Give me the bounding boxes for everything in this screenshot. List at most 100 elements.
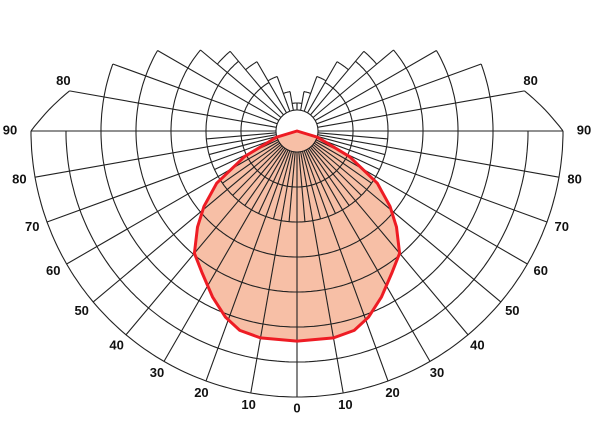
grid-spoke-minor: [222, 142, 281, 184]
grid-ring-upper: [339, 94, 346, 104]
grid-ring-upper: [178, 67, 189, 89]
grid-ring-upper: [243, 102, 249, 112]
grid-spoke-upper: [200, 49, 282, 118]
grid-ring-upper: [366, 72, 377, 86]
grid-spoke-upper: [112, 63, 278, 125]
angle-label-left: 30: [150, 365, 164, 380]
grid-ring-upper: [420, 109, 424, 131]
upper-sector-outline: [216, 50, 231, 65]
grid-spoke-upper: [307, 61, 338, 114]
upper-sector-outline: [267, 75, 278, 82]
grid-spoke-minor: [308, 147, 350, 206]
grid-spoke-minor: [317, 132, 388, 140]
grid-ring-upper: [253, 87, 262, 96]
angle-label-left: 70: [25, 219, 39, 234]
angle-label-right: 50: [505, 303, 519, 318]
grid-ring-upper: [375, 85, 384, 101]
grid-spoke-upper: [289, 91, 294, 111]
grid-spoke-minor: [272, 151, 293, 220]
grid-spoke: [34, 134, 277, 178]
grid-ring-upper: [381, 99, 388, 116]
angle-label-right: 40: [470, 337, 484, 352]
grid-spoke-upper: [303, 76, 318, 112]
grid-spoke-upper: [310, 50, 365, 116]
grid-ring-upper: [414, 87, 422, 110]
grid-ring-upper: [455, 102, 459, 131]
grid-spoke: [312, 144, 502, 303]
angle-label-right: 70: [555, 219, 569, 234]
grid-ring-upper: [316, 123, 319, 128]
grid-ring-upper: [304, 110, 308, 114]
grid-spoke-minor: [305, 149, 336, 214]
grid-spoke-minor: [317, 135, 386, 156]
grid-ring-upper: [405, 67, 416, 89]
grid-spoke-minor: [258, 149, 289, 214]
grid-ring-upper: [135, 102, 139, 131]
angle-label-left: 50: [74, 303, 88, 318]
grid-spoke: [310, 146, 469, 336]
upper-angle-label-left: 80: [56, 73, 70, 88]
grid-ring-upper: [226, 60, 239, 73]
grid-spoke: [125, 146, 284, 336]
angle-labels: 0 10 20 30 40 50 60 70 80 90 10 20 30 40 50 60 70 80 90 80 8…: [3, 73, 591, 415]
grid-ring-upper: [241, 111, 245, 122]
upper-sector-outline: [524, 90, 564, 132]
upper-sector-outline: [187, 49, 201, 69]
grid-spoke-upper: [317, 90, 525, 128]
grid-ring-upper: [275, 123, 278, 128]
upper-angle-label-right: 80: [523, 73, 537, 88]
grid-spoke-upper: [157, 50, 280, 121]
upper-sector-outline: [283, 91, 291, 94]
grid-ring-upper: [351, 121, 354, 131]
grid-ring-upper: [100, 96, 105, 131]
grid-ring-upper: [248, 94, 255, 104]
grid-ring-upper: [280, 114, 284, 118]
grid-spoke-minor: [313, 142, 372, 184]
grid-ring-upper: [324, 82, 334, 89]
angle-label-left: 40: [109, 337, 123, 352]
grid-ring-upper: [355, 60, 368, 73]
grid-spoke: [300, 151, 344, 394]
grid-ring-upper: [172, 87, 180, 110]
angle-label-right: 60: [534, 263, 548, 278]
angle-label-right: 80: [567, 171, 581, 186]
upper-sector-outline: [363, 50, 378, 65]
grid-spoke-minor: [301, 151, 322, 220]
upper-sector-outline: [316, 75, 327, 82]
grid-ring-upper: [386, 115, 389, 131]
grid-ring-upper: [447, 75, 457, 104]
grid-spoke-upper: [276, 76, 291, 112]
grid-ring-upper: [137, 75, 147, 104]
grid-ring-upper: [345, 102, 351, 112]
grid-spoke-upper: [312, 49, 394, 118]
grid-spoke: [316, 137, 548, 223]
angle-label-right: 20: [385, 385, 399, 400]
grid-ring-upper: [307, 112, 311, 116]
grid-spoke: [92, 144, 282, 303]
grid-spoke-upper: [229, 50, 284, 116]
grid-spoke: [317, 134, 560, 178]
grid-ring-upper: [217, 72, 228, 86]
grid-spoke-upper: [300, 91, 305, 111]
grid-spoke-minor: [206, 132, 277, 140]
grid-ring-upper: [210, 85, 219, 101]
angle-label-left: 20: [194, 385, 208, 400]
grid-ring-upper: [286, 110, 290, 114]
grid-ring-upper: [170, 109, 174, 131]
upper-sector-outline: [245, 61, 258, 71]
grid-ring-upper: [276, 120, 280, 124]
distribution-line: [192, 129, 402, 343]
grid-spoke: [46, 137, 278, 223]
grid-spoke-minor: [232, 145, 283, 196]
polar-grid: [30, 49, 564, 398]
grid-ring-upper: [283, 112, 287, 116]
grid-ring-upper: [300, 109, 305, 112]
upper-sector-outline: [480, 63, 491, 98]
upper-sector-outline: [393, 49, 407, 69]
upper-sector-outline: [336, 61, 349, 71]
grid-ring-upper: [310, 114, 314, 118]
grid-ring-upper: [278, 117, 282, 121]
grid-spoke-upper: [69, 90, 277, 128]
grid-ring-upper: [289, 109, 294, 112]
grid-spoke: [303, 150, 389, 382]
